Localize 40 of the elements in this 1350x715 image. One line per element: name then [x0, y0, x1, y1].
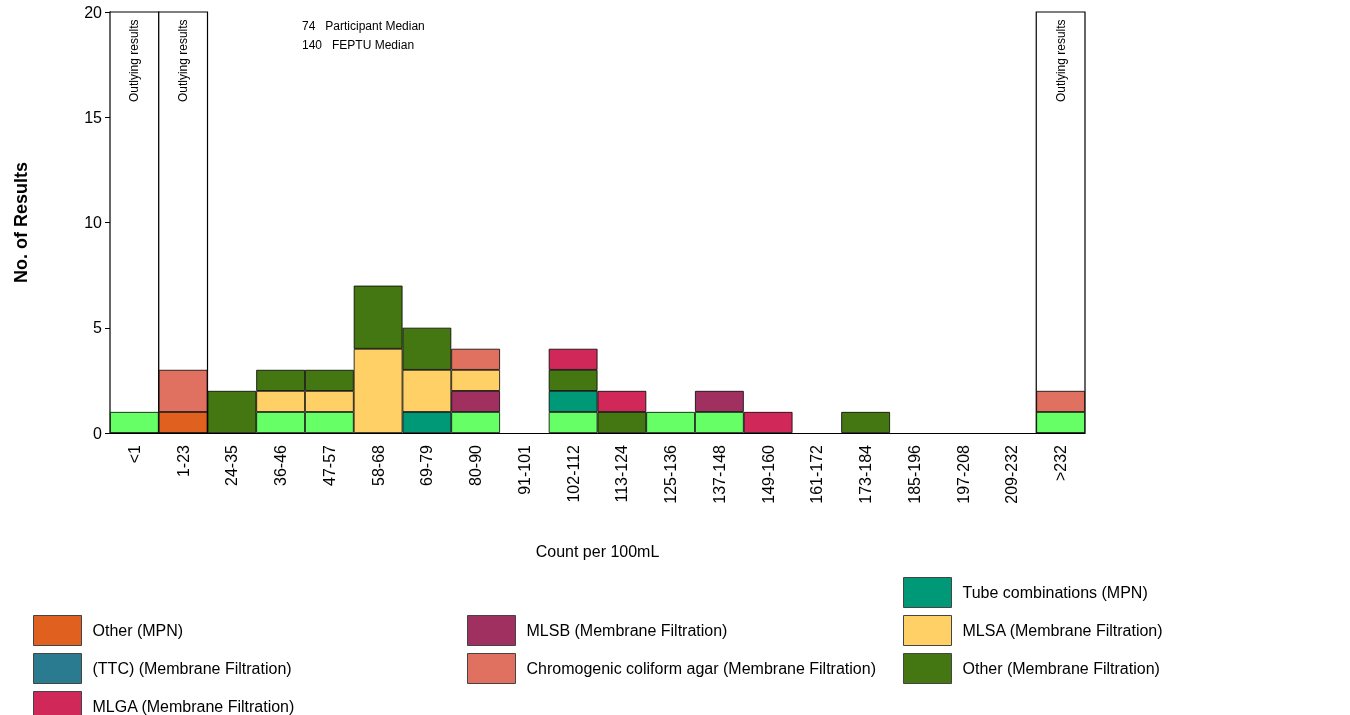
y-tick-label: 15	[84, 108, 103, 126]
legend-label: MLGA (Membrane Filtration)	[92, 698, 295, 715]
annotation: 74 Participant Median	[302, 19, 425, 33]
x-tick-label: 80-90	[467, 444, 485, 486]
x-tick-label: <1	[125, 444, 143, 464]
x-tick-label: 185-196	[905, 444, 923, 504]
x-tick-label: 173-184	[857, 444, 875, 504]
y-axis-title: No. of Results	[11, 161, 31, 284]
x-tick-label: 36-46	[272, 444, 290, 486]
legend-label: Other (Membrane Filtration)	[962, 660, 1160, 677]
legend-label: Tube combinations (MPN)	[962, 584, 1148, 601]
x-tick-label: 197-208	[954, 444, 972, 504]
annotation: 140 FEPTU Median	[302, 38, 415, 52]
band-label: Outlying results	[176, 19, 191, 103]
x-axis-title: Count per 100mL	[535, 542, 660, 560]
x-tick-label: 125-136	[662, 444, 680, 504]
x-tick-label: 161-172	[808, 444, 826, 504]
x-tick-label: 137-148	[710, 444, 728, 504]
y-tick-label: 10	[84, 214, 103, 231]
x-tick-label: 149-160	[759, 444, 777, 504]
x-tick-label: 1-23	[174, 444, 192, 478]
x-tick-label: 47-57	[320, 444, 338, 486]
legend-label: Chromogenic coliform agar (Membrane Filtration)	[526, 660, 876, 677]
x-tick-label: 91-101	[515, 444, 533, 495]
legend-label: MLSB (Membrane Filtration)	[526, 622, 728, 639]
y-tick-label: 20	[84, 3, 103, 21]
y-tick-label: 5	[93, 319, 103, 337]
x-tick-label: 102-112	[564, 444, 582, 503]
x-tick-label: 58-68	[369, 444, 387, 486]
x-tick-label: 209-232	[1003, 444, 1021, 504]
x-tick-label: 113-124	[613, 444, 631, 503]
band-label: Outlying results	[127, 19, 142, 103]
x-tick-label: >232	[1052, 444, 1070, 482]
y-tick-label: 0	[93, 424, 103, 442]
x-tick-label: 69-79	[418, 444, 436, 486]
band-label: Outlying results	[1053, 19, 1068, 103]
x-tick-label: 24-35	[223, 444, 241, 486]
legend-label: Other (MPN)	[92, 622, 184, 639]
legend-label: (TTC) (Membrane Filtration)	[92, 660, 292, 677]
legend-label: MLSA (Membrane Filtration)	[962, 622, 1163, 639]
